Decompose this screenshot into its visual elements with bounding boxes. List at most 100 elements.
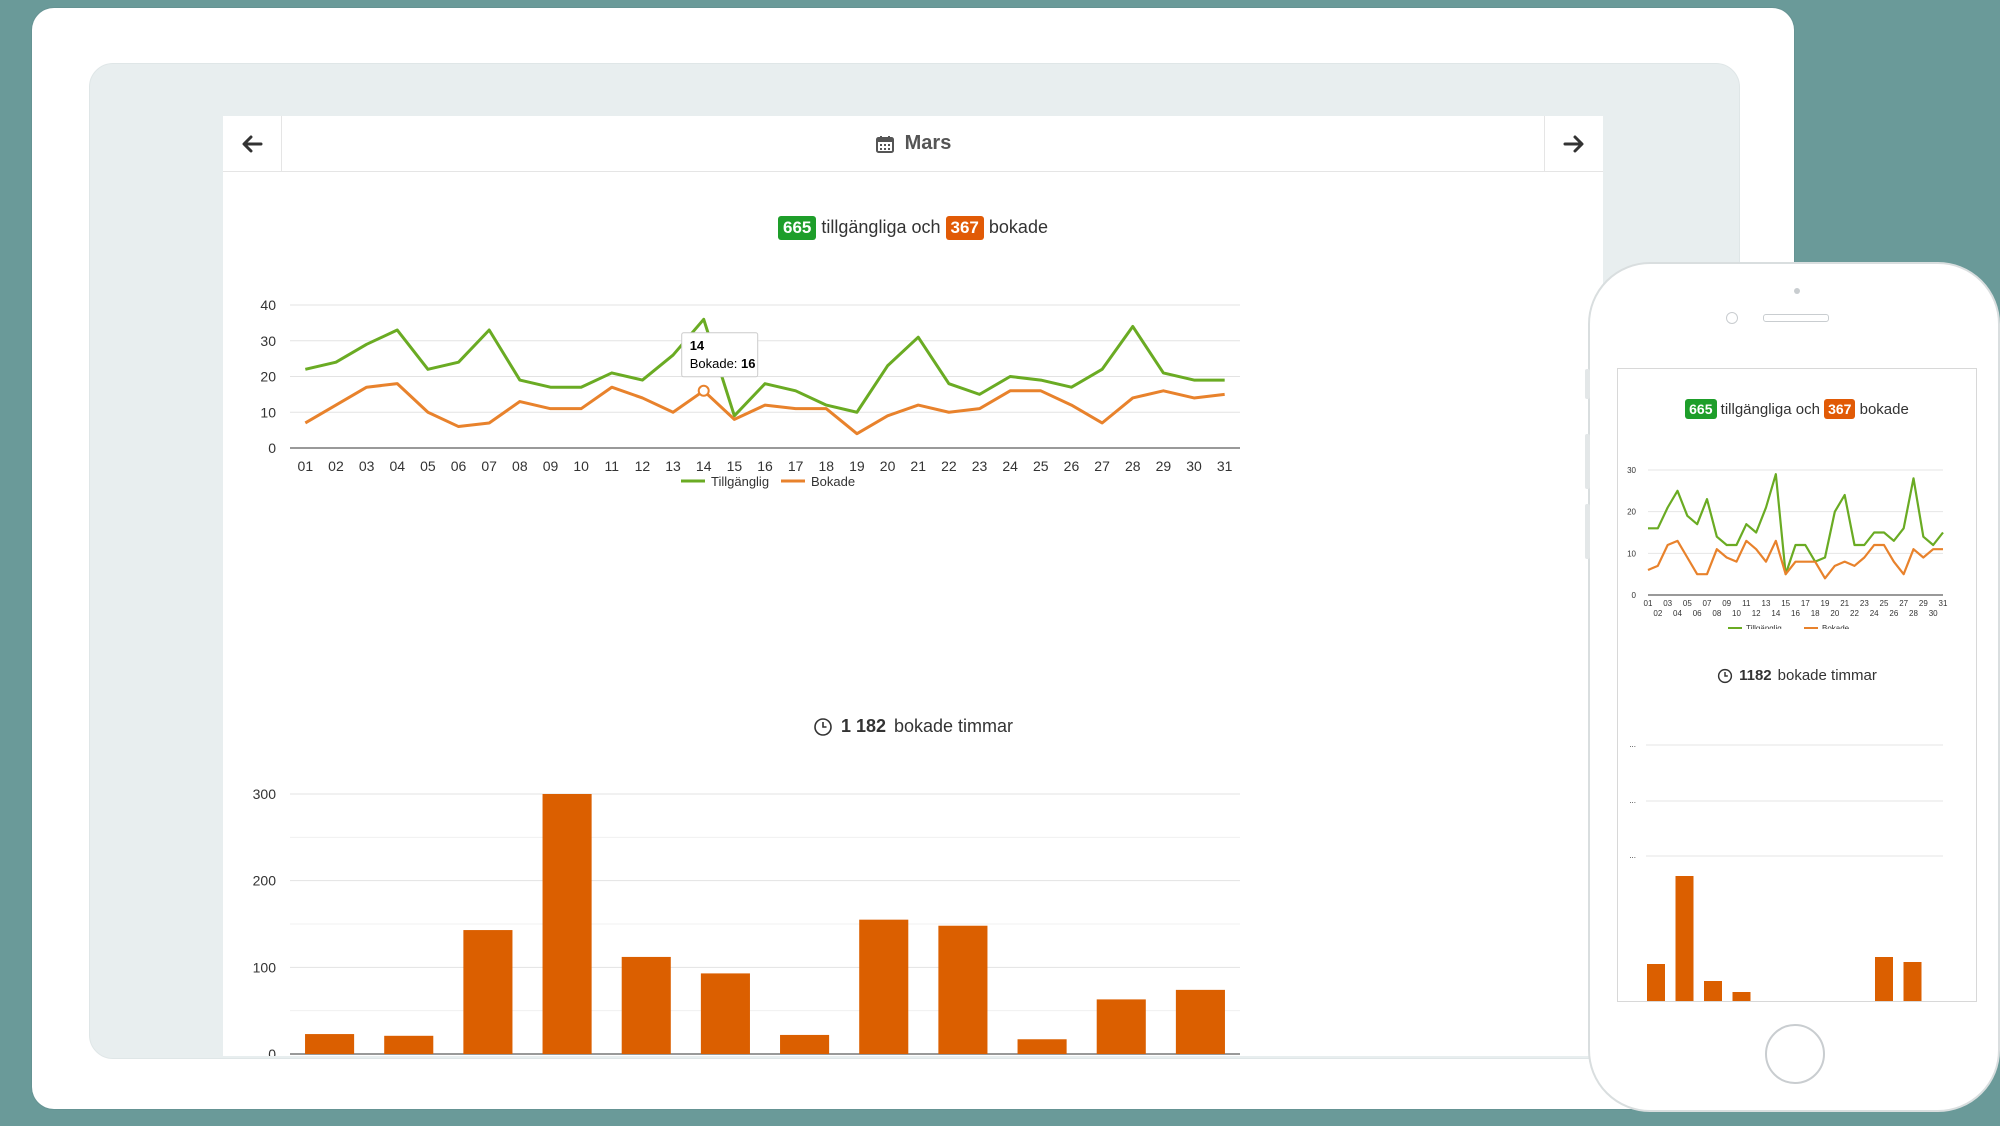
mobile-y-tick-label: ... <box>1629 851 1636 860</box>
y-tick-label: 30 <box>260 333 276 349</box>
mobile-x-tick-label: 20 <box>1830 609 1839 618</box>
x-tick-label: 02 <box>328 458 344 474</box>
x-tick-label: 15 <box>727 458 743 474</box>
x-tick-label: 09 <box>543 458 559 474</box>
tooltip-number: 16 <box>741 356 755 371</box>
booked-hours-value: 1 182 <box>840 716 886 736</box>
booked-text: bokade <box>988 217 1048 237</box>
x-tick-label: 06 <box>451 458 467 474</box>
x-tick-label: 21 <box>910 458 926 474</box>
mobile-x-tick-label: 13 <box>1762 599 1771 608</box>
bar-2 <box>384 1035 434 1054</box>
bar-10 <box>1017 1039 1067 1054</box>
mobile-y-tick-label: ... <box>1629 740 1636 749</box>
mobile-y-tick-label: 0 <box>1632 591 1637 600</box>
mobile-x-tick-label: 09 <box>1722 599 1731 608</box>
phone-side-button <box>1585 434 1590 489</box>
legend-label: Tillgänglig <box>711 474 769 489</box>
month-navigation-bar: Mars <box>223 116 1603 172</box>
tablet-frame: Mars 665 tillgängliga och 367 bokade 0 10… <box>32 8 1794 1109</box>
x-tick-label: 13 <box>665 458 681 474</box>
x-tick-label: 22 <box>941 458 957 474</box>
mobile-x-tick-label: 11 <box>1742 599 1751 608</box>
mobile-y-tick-label: 20 <box>1627 508 1636 517</box>
mobile-line-chart: 0 10 20 30 01 03 05 07 09 11 13 15 17 19 21 23 25 27 29 31 0… <box>1627 466 1948 629</box>
mobile-bar-9 <box>1875 957 1893 1001</box>
mobile-x-tick-label: 06 <box>1693 609 1702 618</box>
mobile-y-tick-label: 30 <box>1627 466 1636 475</box>
x-tick-label: 31 <box>1217 458 1233 474</box>
booked-hours-text: bokade timmar <box>893 716 1014 736</box>
y-tick-label: 100 <box>253 959 277 975</box>
bar-1 <box>305 1034 355 1054</box>
arrow-right-icon <box>1563 135 1584 152</box>
x-tick-label: 07 <box>481 458 497 474</box>
x-tick-label: 30 <box>1186 458 1202 474</box>
x-tick-label: 01 <box>298 458 314 474</box>
highlighted-point <box>697 384 710 397</box>
bar-7 <box>780 1034 830 1054</box>
x-tick-label: 27 <box>1094 458 1110 474</box>
phone-side-button <box>1585 369 1590 399</box>
app-window: Mars 665 tillgängliga och 367 bokade 0 10… <box>223 116 1603 1056</box>
y-tick-label: 10 <box>260 404 276 420</box>
mobile-x-tick-label: 15 <box>1781 599 1790 608</box>
mobile-x-tick-label: 07 <box>1703 599 1712 608</box>
y-tick-label: 300 <box>253 786 277 802</box>
mobile-y-tick-label: ... <box>1629 796 1636 805</box>
mobile-available-text: tillgängliga och <box>1720 401 1820 418</box>
mobile-bar-4 <box>1732 992 1751 1001</box>
x-tick-label: 19 <box>849 458 865 474</box>
mobile-x-tick-label: 24 <box>1870 609 1879 618</box>
mobile-available-count-badge: 665 <box>1685 399 1717 419</box>
mobile-x-tick-label: 02 <box>1653 609 1662 618</box>
series-line-bokade <box>304 382 1225 436</box>
mobile-x-tick-label: 12 <box>1752 609 1761 618</box>
mobile-booked-hours-text: bokade timmar <box>1777 667 1877 684</box>
x-tick-label: 18 <box>819 458 835 474</box>
mobile-bar-2 <box>1675 876 1694 1001</box>
phone-camera <box>1726 312 1738 324</box>
legend-label: Bokade <box>811 474 855 489</box>
mobile-x-tick-label: 04 <box>1673 609 1682 618</box>
available-count-badge: 665 <box>778 216 817 240</box>
x-tick-label: 12 <box>635 458 651 474</box>
x-tick-label: 26 <box>1064 458 1080 474</box>
y-tick-label: 20 <box>260 369 276 385</box>
mobile-x-tick-label: 18 <box>1811 609 1820 618</box>
previous-month-button[interactable] <box>223 116 282 171</box>
mobile-x-tick-label: 19 <box>1821 599 1830 608</box>
bar-12 <box>1175 989 1225 1054</box>
x-tick-label: 28 <box>1125 458 1141 474</box>
mobile-series-line-bokade <box>1647 539 1943 580</box>
mobile-bar-chart: ......... <box>1629 740 1943 1001</box>
mobile-x-tick-label: 14 <box>1771 609 1780 618</box>
mobile-x-tick-label: 22 <box>1850 609 1859 618</box>
phone-frame: 665 tillgängliga och 367 bokade 0 10 20 30 0… <box>1585 262 2000 1112</box>
month-label: Mars <box>904 132 952 154</box>
phone-speaker <box>1763 314 1829 322</box>
tooltip-value: Bokade: 16 <box>690 356 756 371</box>
phone-side-button <box>1585 504 1590 559</box>
tablet-screen: Mars 665 tillgängliga och 367 bokade 0 10… <box>89 63 1740 1059</box>
next-month-button[interactable] <box>1544 116 1603 171</box>
phone-sensor <box>1794 288 1800 294</box>
bar-8 <box>859 919 909 1054</box>
mobile-legend-label: Bokade <box>1822 624 1850 629</box>
x-tick-label: 29 <box>1156 458 1172 474</box>
mobile-series-line-tillganglig <box>1648 473 1944 576</box>
x-tick-label: 08 <box>512 458 528 474</box>
x-tick-label: 16 <box>757 458 773 474</box>
mobile-x-tick-label: 10 <box>1732 609 1741 618</box>
mobile-x-tick-label: 08 <box>1712 609 1721 618</box>
mobile-booked-hours-summary: 1182 bokade timmar <box>1618 667 1976 684</box>
bar-5 <box>621 956 671 1054</box>
mobile-x-tick-label: 23 <box>1860 599 1869 608</box>
clock-icon <box>814 717 832 736</box>
mobile-x-tick-label: 05 <box>1683 599 1692 608</box>
bar-11 <box>1096 999 1146 1054</box>
phone-home-button[interactable] <box>1765 1024 1825 1084</box>
bar-9 <box>938 925 988 1054</box>
mobile-booked-count-badge: 367 <box>1824 399 1856 419</box>
